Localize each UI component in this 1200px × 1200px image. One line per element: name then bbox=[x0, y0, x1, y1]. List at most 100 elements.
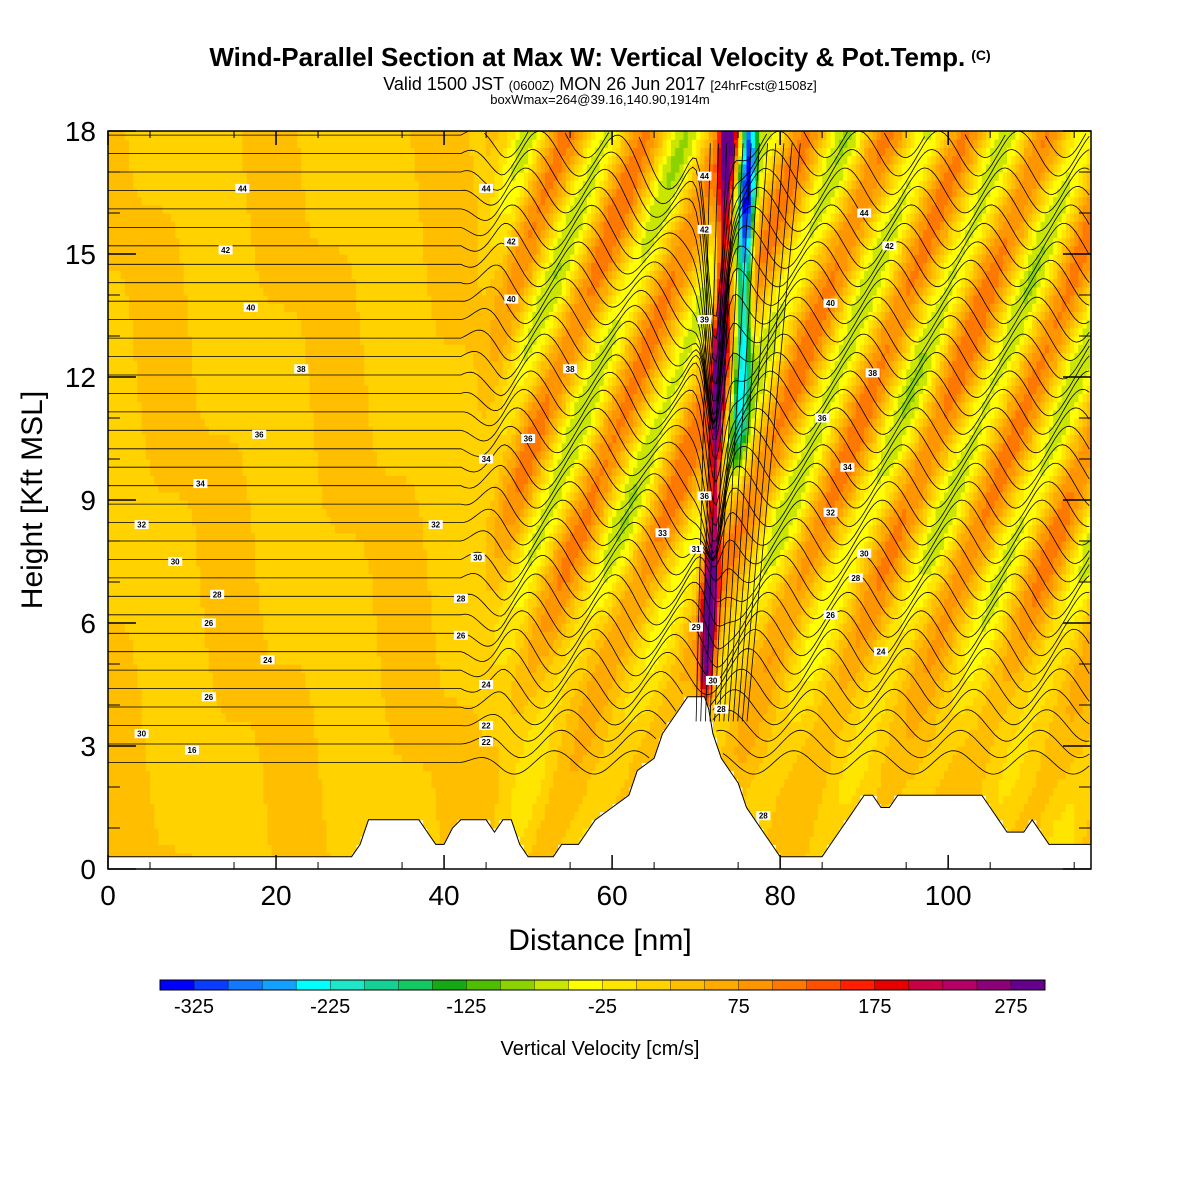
field-cell bbox=[540, 844, 546, 854]
field-cell bbox=[822, 655, 827, 665]
field-cell bbox=[834, 688, 840, 698]
forecast-tag: [24hrFcst@1508z] bbox=[710, 78, 816, 93]
field-cell bbox=[969, 688, 974, 698]
field-cell bbox=[301, 762, 307, 772]
field-cell bbox=[208, 737, 214, 747]
field-cell bbox=[179, 795, 185, 804]
field-cell bbox=[217, 762, 223, 772]
field-cell bbox=[914, 729, 920, 739]
field-cell bbox=[372, 737, 378, 747]
field-cell bbox=[792, 795, 798, 804]
field-cell bbox=[297, 664, 302, 673]
field-cell bbox=[305, 655, 311, 665]
field-cell bbox=[885, 696, 890, 706]
field-cell bbox=[381, 770, 386, 780]
field-cell bbox=[515, 770, 521, 780]
field-cell bbox=[255, 836, 260, 845]
field-cell bbox=[977, 705, 983, 714]
field-cell bbox=[280, 696, 286, 706]
field-cell bbox=[742, 787, 748, 796]
field-cell bbox=[217, 828, 223, 837]
field-cell bbox=[477, 803, 483, 813]
field-cell bbox=[229, 680, 235, 690]
field-cell bbox=[897, 688, 903, 698]
field-cell bbox=[742, 762, 748, 772]
field-cell bbox=[381, 705, 386, 714]
field-cell bbox=[628, 778, 634, 788]
field-cell bbox=[553, 754, 559, 763]
field-cell bbox=[633, 696, 638, 706]
field-cell bbox=[498, 696, 504, 706]
field-cell bbox=[536, 819, 542, 829]
field-cell bbox=[259, 844, 265, 854]
field-cell bbox=[301, 713, 307, 722]
field-cell bbox=[204, 737, 210, 747]
field-cell bbox=[242, 746, 248, 755]
field-cell bbox=[179, 770, 185, 780]
field-cell bbox=[284, 819, 290, 829]
field-cell bbox=[267, 729, 273, 739]
field-cell bbox=[880, 696, 886, 706]
field-cell bbox=[250, 803, 256, 813]
field-cell bbox=[553, 713, 559, 722]
field-cell bbox=[301, 672, 307, 681]
field-cell bbox=[486, 787, 491, 796]
field-cell bbox=[452, 696, 458, 706]
field-cell bbox=[574, 647, 580, 657]
field-cell bbox=[1032, 721, 1037, 731]
field-cell bbox=[154, 811, 160, 821]
field-cell bbox=[801, 778, 806, 788]
field-cell bbox=[868, 688, 874, 698]
field-cell bbox=[859, 655, 865, 665]
field-cell bbox=[612, 647, 617, 657]
field-cell bbox=[330, 819, 336, 829]
field-cell bbox=[549, 721, 554, 731]
field-cell bbox=[889, 762, 895, 772]
field-cell bbox=[280, 811, 286, 821]
field-cell bbox=[771, 705, 777, 714]
field-cell bbox=[267, 762, 273, 772]
field-cell bbox=[809, 778, 815, 788]
field-cell bbox=[885, 680, 890, 690]
field-cell bbox=[922, 762, 928, 772]
field-cell bbox=[1032, 672, 1037, 681]
field-cell bbox=[712, 688, 718, 698]
field-cell bbox=[876, 746, 882, 755]
field-cell bbox=[893, 672, 899, 681]
field-cell bbox=[679, 696, 685, 706]
field-cell bbox=[830, 655, 836, 665]
field-cell bbox=[759, 803, 764, 813]
field-cell bbox=[490, 729, 496, 739]
field-cell bbox=[292, 828, 298, 837]
field-cell bbox=[893, 705, 899, 714]
field-cell bbox=[641, 746, 647, 755]
field-cell bbox=[969, 746, 974, 755]
field-cell bbox=[166, 787, 172, 796]
field-cell bbox=[221, 754, 227, 763]
field-cell bbox=[473, 778, 479, 788]
field-cell bbox=[1002, 680, 1008, 690]
field-cell bbox=[1048, 680, 1054, 690]
field-cell bbox=[759, 778, 764, 788]
field-cell bbox=[998, 680, 1004, 690]
field-cell bbox=[225, 770, 231, 780]
field-cell bbox=[523, 746, 529, 755]
field-cell bbox=[796, 705, 802, 714]
field-cell bbox=[1065, 770, 1071, 780]
field-cell bbox=[868, 721, 874, 731]
field-cell bbox=[469, 754, 475, 763]
field-cell bbox=[859, 787, 865, 796]
field-cell bbox=[297, 811, 302, 821]
field-cell bbox=[229, 746, 235, 755]
field-cell bbox=[402, 754, 407, 763]
field-cell bbox=[120, 680, 126, 690]
field-cell bbox=[969, 705, 974, 714]
field-cell bbox=[586, 688, 592, 698]
field-cell bbox=[179, 746, 185, 755]
field-cell bbox=[200, 655, 206, 665]
field-cell bbox=[847, 713, 853, 722]
field-cell bbox=[876, 721, 882, 731]
field-cell bbox=[977, 754, 983, 763]
field-cell bbox=[754, 705, 760, 714]
field-cell bbox=[166, 836, 172, 845]
